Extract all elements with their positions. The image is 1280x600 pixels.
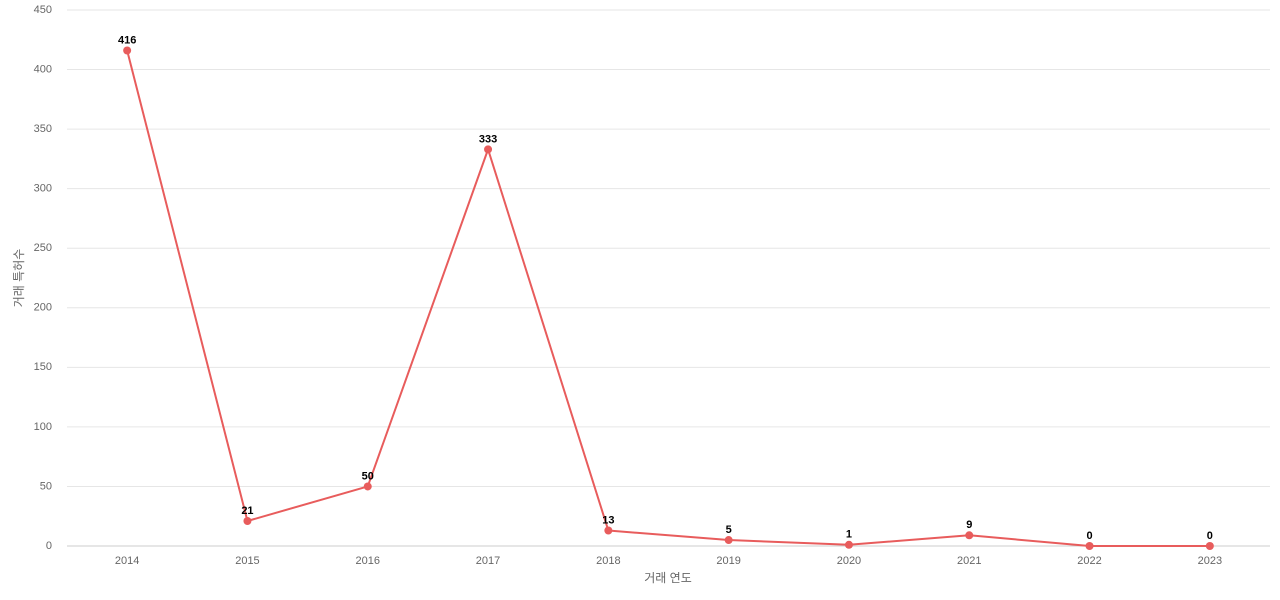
y-tick-label: 400 xyxy=(34,63,52,75)
point xyxy=(363,482,372,491)
point xyxy=(724,536,733,545)
point xyxy=(965,531,974,540)
value-label: 0 xyxy=(1207,530,1213,542)
y-tick-label: 450 xyxy=(34,4,52,16)
value-label: 9 xyxy=(966,519,972,531)
y-tick-label: 0 xyxy=(46,540,52,552)
line xyxy=(126,50,1210,547)
x-tick-label: 2016 xyxy=(356,555,380,567)
value-label: 1 xyxy=(846,529,852,541)
point xyxy=(123,46,132,55)
y-tick-label: 350 xyxy=(34,123,52,135)
x-tick-label: 2020 xyxy=(837,555,861,567)
x-tick-label: 2021 xyxy=(957,555,981,567)
point xyxy=(1205,542,1214,550)
y-tick-label: 50 xyxy=(40,480,52,492)
value-label: 13 xyxy=(602,514,614,526)
value-label: 333 xyxy=(479,133,497,145)
point xyxy=(1085,542,1094,550)
value-label: 21 xyxy=(241,505,253,517)
value-label: 5 xyxy=(726,524,732,536)
value-label: 0 xyxy=(1086,530,1092,542)
y-tick-label: 200 xyxy=(34,302,52,314)
point xyxy=(243,516,252,525)
value-label: 50 xyxy=(362,470,374,482)
x-tick-label: 2019 xyxy=(716,555,740,567)
x-tick-label: 2023 xyxy=(1198,555,1222,567)
y-tick-label: 150 xyxy=(34,361,52,373)
x-tick-label: 2015 xyxy=(235,555,259,567)
y-tick-label: 300 xyxy=(34,183,52,195)
point xyxy=(484,145,493,154)
x-tick-label: 2014 xyxy=(115,555,139,567)
point xyxy=(604,526,613,535)
value-label: 416 xyxy=(118,34,136,46)
x-tick-label: 2017 xyxy=(476,555,500,567)
point xyxy=(844,540,853,549)
x-tick-label: 2022 xyxy=(1077,555,1101,567)
y-tick-label: 100 xyxy=(34,421,52,433)
y-axis-title: 거래 특허수 xyxy=(12,249,26,308)
y-tick-label: 250 xyxy=(34,242,52,254)
x-tick-label: 2018 xyxy=(596,555,620,567)
x-axis-title: 거래 연도 xyxy=(644,571,692,585)
